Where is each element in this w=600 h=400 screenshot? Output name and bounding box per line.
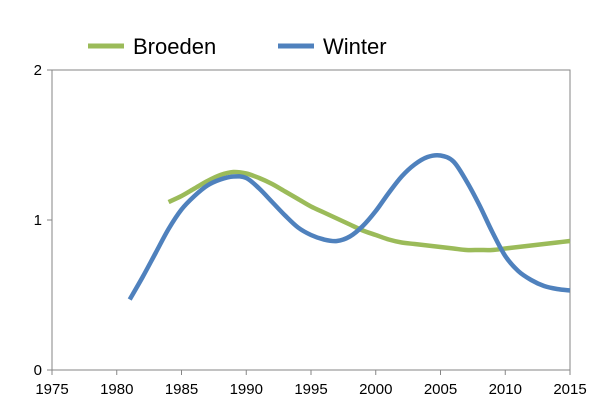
x-tick-label: 1985 <box>165 381 198 398</box>
y-axis-tick-labels: 0 1 2 <box>34 62 52 379</box>
y-tick-label: 0 <box>34 362 42 379</box>
x-tick-label: 1995 <box>294 381 327 398</box>
x-tick-label: 1975 <box>35 381 68 398</box>
y-tick-label: 2 <box>34 62 42 79</box>
legend: Broeden Winter <box>88 34 387 59</box>
y-tick-label: 1 <box>34 212 42 229</box>
x-tick-label: 2000 <box>359 381 392 398</box>
plot-area <box>51 69 571 371</box>
legend-label-winter: Winter <box>323 34 387 59</box>
x-tick-label: 2010 <box>489 381 522 398</box>
x-tick-label: 2015 <box>553 381 586 398</box>
legend-label-broeden: Broeden <box>133 34 216 59</box>
x-tick-label: 1990 <box>230 381 263 398</box>
series-line-broeden <box>167 169 571 253</box>
series-line-winter <box>127 152 571 301</box>
plot-border <box>51 69 571 371</box>
x-tick-label: 2005 <box>424 381 457 398</box>
x-tick-label: 1980 <box>100 381 133 398</box>
series-layer <box>127 152 571 301</box>
x-axis-tick-labels: 1975 1980 1985 1990 1995 2000 2005 2010 2015 <box>35 370 587 398</box>
